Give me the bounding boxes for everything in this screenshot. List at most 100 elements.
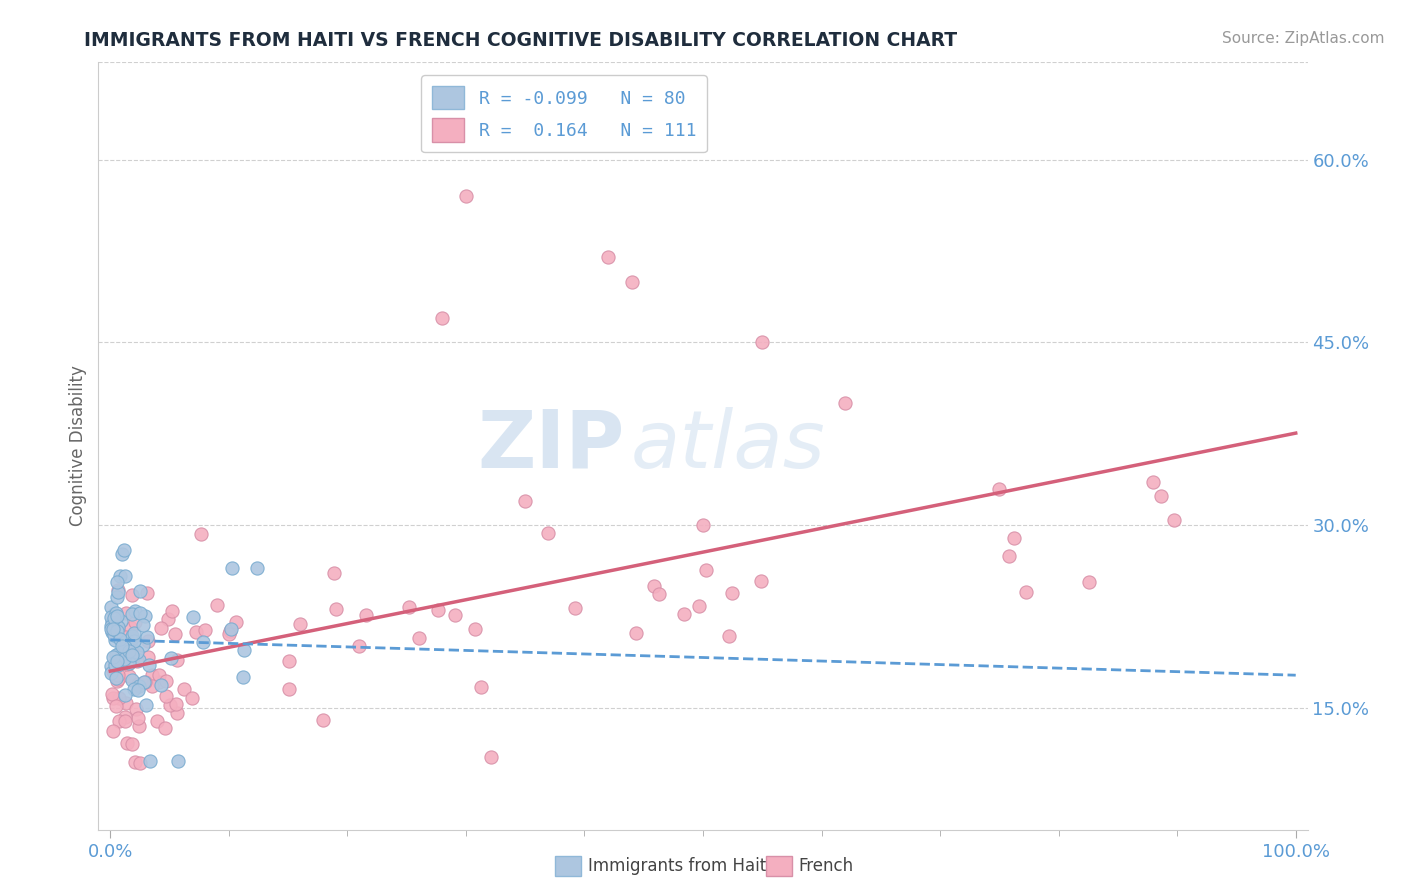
Point xyxy=(997,549,1019,564)
Point xyxy=(104,658,127,673)
Point xyxy=(134,674,156,689)
Point xyxy=(112,643,135,657)
Point xyxy=(128,679,150,693)
Point xyxy=(114,607,136,621)
Point xyxy=(219,623,242,637)
Point xyxy=(124,615,146,630)
Point xyxy=(111,547,134,561)
Point xyxy=(167,755,190,769)
Point xyxy=(988,482,1011,496)
Point xyxy=(115,696,138,710)
Point xyxy=(688,599,710,614)
Point xyxy=(129,756,152,770)
Point xyxy=(124,604,146,618)
Point xyxy=(107,647,129,661)
Point xyxy=(117,656,139,670)
Point xyxy=(118,644,141,658)
Point xyxy=(127,683,149,698)
Point xyxy=(624,626,647,640)
Point xyxy=(232,643,254,657)
Point xyxy=(121,630,143,644)
Point xyxy=(105,624,128,639)
Point xyxy=(105,618,128,632)
Point xyxy=(122,634,145,648)
Point xyxy=(104,633,127,648)
Point xyxy=(120,621,142,635)
Point xyxy=(101,687,124,701)
Point xyxy=(103,628,125,642)
Point xyxy=(155,673,177,688)
Point xyxy=(127,711,149,725)
Point xyxy=(103,611,125,625)
Text: French: French xyxy=(799,857,853,875)
Point xyxy=(110,614,132,628)
Point xyxy=(218,627,240,641)
Point xyxy=(100,615,122,630)
Point xyxy=(107,582,129,597)
Point xyxy=(148,667,170,681)
Point xyxy=(100,610,122,624)
Point xyxy=(103,649,125,664)
Text: Immigrants from Haiti: Immigrants from Haiti xyxy=(588,857,770,875)
Point xyxy=(103,607,125,621)
Point xyxy=(107,590,129,604)
Point xyxy=(356,607,378,622)
Point xyxy=(136,650,159,665)
Point xyxy=(186,625,208,640)
Point xyxy=(107,620,129,634)
Point xyxy=(122,650,145,665)
Point xyxy=(107,667,129,681)
Point xyxy=(648,586,671,600)
Point xyxy=(103,690,125,705)
Point xyxy=(115,735,138,749)
Point xyxy=(166,653,188,667)
Point xyxy=(128,719,150,733)
Point xyxy=(834,396,856,410)
Point xyxy=(107,609,129,624)
Point xyxy=(155,689,177,703)
Point xyxy=(112,542,135,557)
Point xyxy=(135,630,157,644)
Point xyxy=(108,690,131,705)
Point xyxy=(114,630,136,644)
Point xyxy=(598,250,620,264)
Point xyxy=(245,561,267,575)
Point xyxy=(101,623,124,637)
Point xyxy=(121,607,143,622)
Point xyxy=(141,679,163,693)
Point xyxy=(127,654,149,668)
Point xyxy=(134,609,156,624)
Point xyxy=(120,632,142,647)
Point xyxy=(122,625,145,640)
Point xyxy=(112,640,135,654)
Point xyxy=(231,670,253,684)
Point xyxy=(444,607,467,622)
Point xyxy=(139,755,162,769)
Point xyxy=(128,653,150,667)
Point xyxy=(136,586,159,600)
Point xyxy=(118,656,141,670)
Point xyxy=(117,645,139,659)
Point xyxy=(537,525,560,540)
Point xyxy=(205,599,228,613)
Point xyxy=(620,275,643,289)
Point xyxy=(111,639,134,653)
Point xyxy=(347,639,370,653)
Point xyxy=(108,714,131,728)
Point xyxy=(122,681,145,696)
Point xyxy=(121,588,143,602)
Point xyxy=(165,698,187,712)
Point xyxy=(100,666,122,681)
Point xyxy=(190,526,212,541)
Point xyxy=(751,574,773,589)
Point xyxy=(105,654,128,668)
Point xyxy=(162,604,184,618)
Point xyxy=(129,606,152,620)
Text: ZIP: ZIP xyxy=(477,407,624,485)
Point xyxy=(135,698,157,712)
Point xyxy=(132,638,155,652)
Point xyxy=(100,600,122,615)
Y-axis label: Cognitive Disability: Cognitive Disability xyxy=(69,366,87,526)
Point xyxy=(221,561,243,575)
Point xyxy=(1015,585,1038,599)
